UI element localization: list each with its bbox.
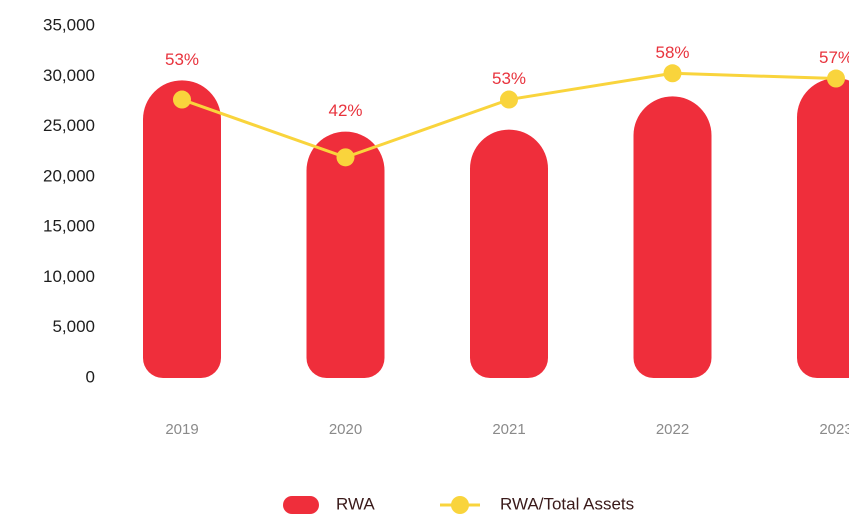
legend-label: RWA [336,494,375,513]
y-tick-label: 35,000 [43,15,95,34]
line-point [500,90,518,109]
y-tick-label: 30,000 [43,66,95,85]
x-tick-label: 2020 [329,421,362,438]
y-tick-label: 5,000 [52,317,95,336]
value-label: 57% [819,48,849,67]
x-tick-label: 2021 [492,421,525,438]
y-tick-label: 25,000 [43,116,95,135]
line-point [663,64,682,83]
value-label: 53% [492,69,526,88]
bar [470,129,548,378]
bar [633,96,712,379]
y-tick-label: 15,000 [43,217,95,236]
legend-swatch [283,496,319,514]
line-point [336,148,355,167]
y-tick-label: 0 [86,367,95,386]
value-label: 42% [328,101,362,120]
value-label: 58% [655,43,689,62]
value-label: 53% [165,50,199,69]
bar [143,80,221,379]
legend-label: RWA/Total Assets [500,494,634,513]
y-tick-label: 10,000 [43,267,95,286]
bar [306,131,385,378]
line-point [173,90,191,109]
x-tick-label: 2023 [819,421,849,438]
x-tick-label: 2022 [656,421,689,438]
x-tick-label: 2019 [165,421,198,438]
bar [797,78,849,378]
y-tick-label: 20,000 [43,166,95,185]
legend-swatch-dot [451,496,469,514]
line-point [827,69,845,88]
